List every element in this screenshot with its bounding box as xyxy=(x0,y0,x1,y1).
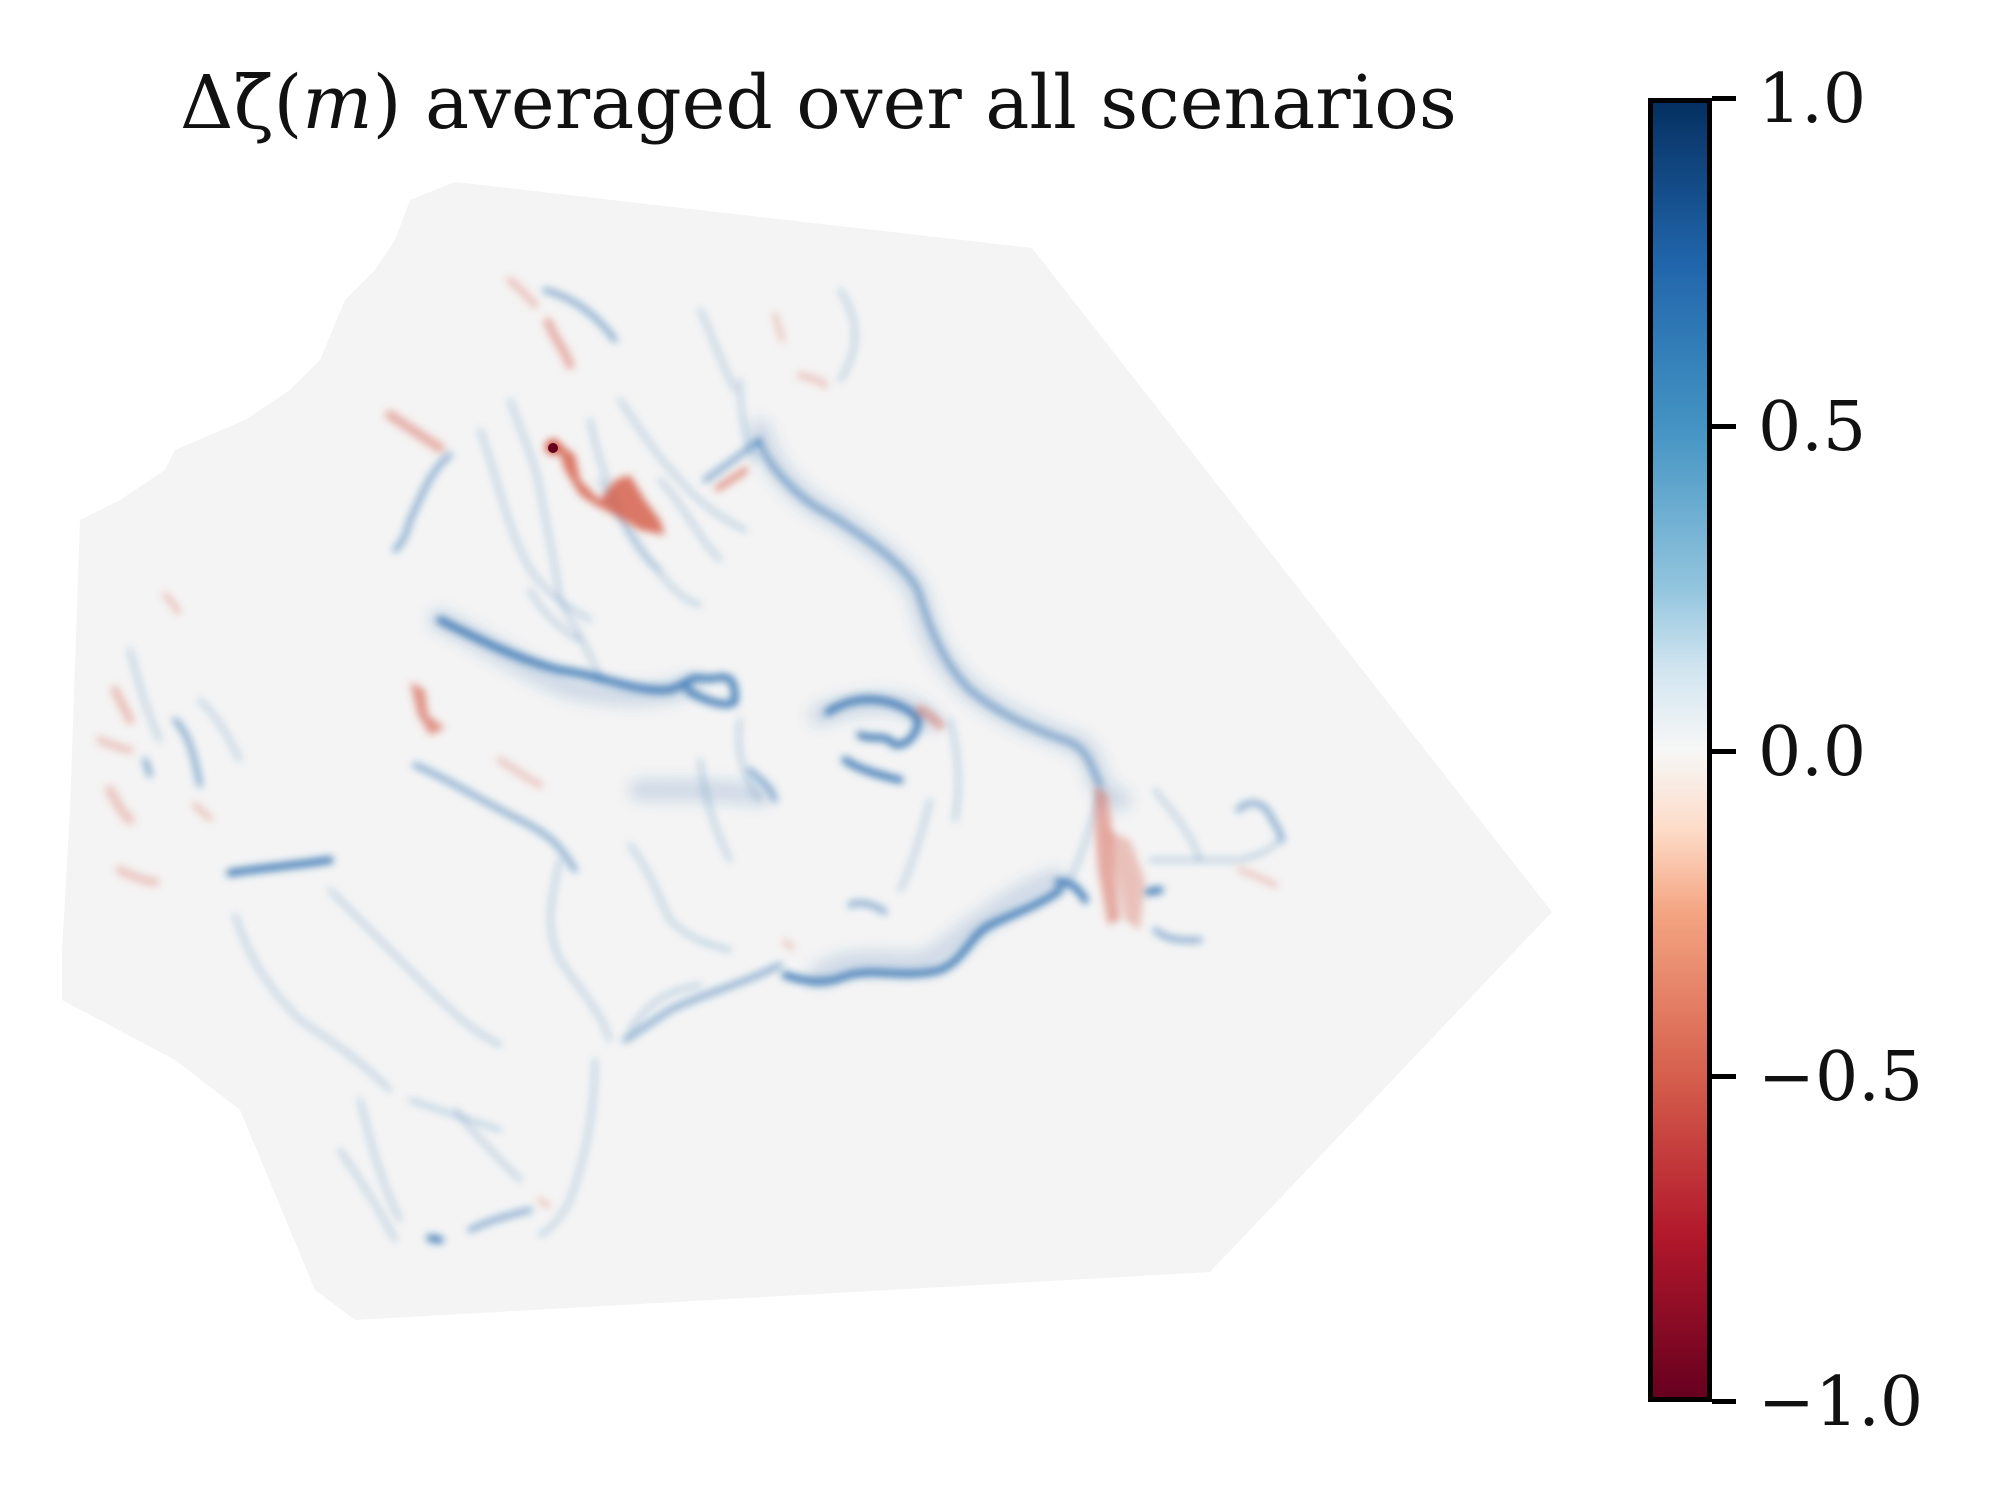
title-prefix: Δζ̄( xyxy=(180,60,303,146)
colorbar-tick xyxy=(1712,749,1736,754)
colorbar-label-half: 0.5 xyxy=(1758,388,1867,467)
title-variable: m xyxy=(302,60,373,146)
map-title: Δζ̄(m) averaged over all scenarios xyxy=(180,58,1457,148)
colorbar-tick xyxy=(1712,424,1736,429)
colorbar-label-max: 1.0 xyxy=(1758,60,1867,139)
catchment-area xyxy=(62,182,1552,1320)
colorbar-label-zero: 0.0 xyxy=(1758,713,1867,792)
colorbar xyxy=(1648,98,1712,1402)
extreme-negative-spot xyxy=(548,443,558,453)
colorbar-tick xyxy=(1712,1399,1736,1404)
colorbar-label-neg-half: −0.5 xyxy=(1758,1038,1924,1117)
negative-change-patches xyxy=(96,276,1278,1209)
colorbar-tick xyxy=(1712,96,1736,101)
colorbar-label-min: −1.0 xyxy=(1758,1363,1924,1442)
colorbar-tick xyxy=(1712,1074,1736,1079)
title-suffix: ) averaged over all scenarios xyxy=(372,60,1457,146)
